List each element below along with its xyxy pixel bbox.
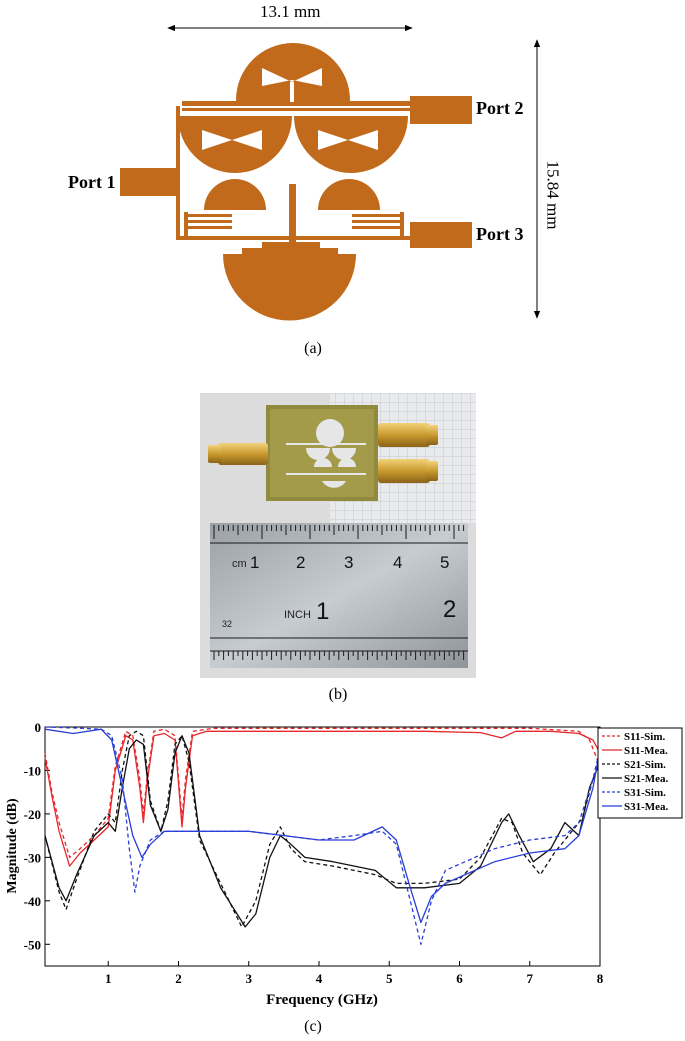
series-line-s21-sim bbox=[44, 730, 601, 928]
legend-box bbox=[597, 727, 683, 819]
y-tick-label: 0 bbox=[35, 720, 42, 735]
series-line-s11-mea bbox=[44, 730, 601, 867]
s-parameter-chart: 0 -10 -20 -30 -40 -50 1 2 3 4 5 6 7 8 Magnitude (dB)… bbox=[5, 720, 683, 1008]
center-stub bbox=[289, 184, 296, 242]
legend-label: S31-Sim. bbox=[624, 787, 666, 799]
steel-ruler bbox=[210, 523, 468, 668]
series-line-s31-mea bbox=[44, 728, 601, 924]
y-tick-label: -20 bbox=[24, 807, 41, 822]
x-tick-label: 8 bbox=[597, 971, 604, 986]
y-tick-label: -30 bbox=[24, 850, 41, 865]
legend-label: S31-Mea. bbox=[624, 801, 669, 813]
ruler-inch-2: 2 bbox=[443, 596, 457, 623]
ruler-small-number: 32 bbox=[222, 619, 233, 629]
height-dimension-label: 15.84 mm bbox=[543, 160, 563, 230]
right-small-disc bbox=[318, 179, 380, 210]
port2-pad bbox=[410, 96, 472, 124]
right-half-disc bbox=[294, 116, 408, 173]
x-tick-label: 1 bbox=[105, 971, 112, 986]
ruler-cm-2: 2 bbox=[296, 553, 306, 572]
port3-pad bbox=[410, 222, 472, 248]
port2-label: Port 2 bbox=[476, 98, 524, 118]
left-small-disc bbox=[204, 179, 266, 210]
left-vertical-line bbox=[176, 106, 180, 240]
caption-a: (a) bbox=[304, 340, 322, 357]
width-dimension-label: 13.1 mm bbox=[260, 2, 321, 21]
center-cap-2 bbox=[242, 248, 338, 254]
top-feed-line-2 bbox=[182, 108, 410, 111]
top-half-disc bbox=[236, 43, 350, 104]
ruler-cm-3: 3 bbox=[344, 553, 354, 572]
y-tick-label: -10 bbox=[24, 763, 41, 778]
legend-label: S21-Mea. bbox=[624, 773, 669, 785]
series-line-s21-mea bbox=[44, 735, 601, 928]
y-tick-label: -50 bbox=[24, 937, 41, 952]
x-tick-label: 3 bbox=[245, 971, 252, 986]
x-tick-label: 2 bbox=[175, 971, 182, 986]
port1-pad bbox=[120, 168, 176, 196]
x-tick-label: 5 bbox=[386, 971, 393, 986]
left-half-disc bbox=[178, 116, 292, 173]
ruler-cm-4: 4 bbox=[393, 553, 403, 572]
y-tick-label: -40 bbox=[24, 894, 41, 909]
x-tick-label: 7 bbox=[526, 971, 533, 986]
port1-label: Port 1 bbox=[68, 172, 116, 192]
ruler-inch-label: INCH bbox=[284, 609, 311, 621]
ruler-cm-5: 5 bbox=[440, 553, 450, 572]
top-feed-line bbox=[182, 101, 410, 106]
ruler-cm-1: 1 bbox=[250, 553, 260, 572]
legend-label: S11-Mea. bbox=[624, 745, 668, 757]
legend: S11-Sim. S11-Mea. S21-Sim. S21-Mea. S31-Sim.… bbox=[597, 727, 683, 819]
prototype-photo: cm 1 2 3 4 5 INCH 1 2 32 bbox=[200, 393, 476, 678]
x-axis-label: Frequency (GHz) bbox=[266, 992, 378, 1008]
x-tick-label: 4 bbox=[316, 971, 323, 986]
y-axis-label: Magnitude (dB) bbox=[5, 798, 20, 894]
antenna-layout-drawing bbox=[120, 24, 541, 321]
ruler-inch-1: 1 bbox=[316, 598, 330, 625]
ruler-cm-label: cm bbox=[232, 558, 247, 570]
port3-label: Port 3 bbox=[476, 224, 524, 244]
legend-label: S21-Sim. bbox=[624, 759, 666, 771]
center-cap bbox=[262, 242, 320, 248]
series-line-s31-sim bbox=[44, 726, 601, 945]
x-tick-label: 6 bbox=[456, 971, 463, 986]
caption-c: (c) bbox=[304, 1018, 322, 1035]
bottom-half-disc bbox=[223, 254, 356, 321]
legend-label: S11-Sim. bbox=[624, 731, 666, 743]
plot-frame bbox=[44, 726, 601, 967]
caption-b: (b) bbox=[328, 686, 348, 703]
